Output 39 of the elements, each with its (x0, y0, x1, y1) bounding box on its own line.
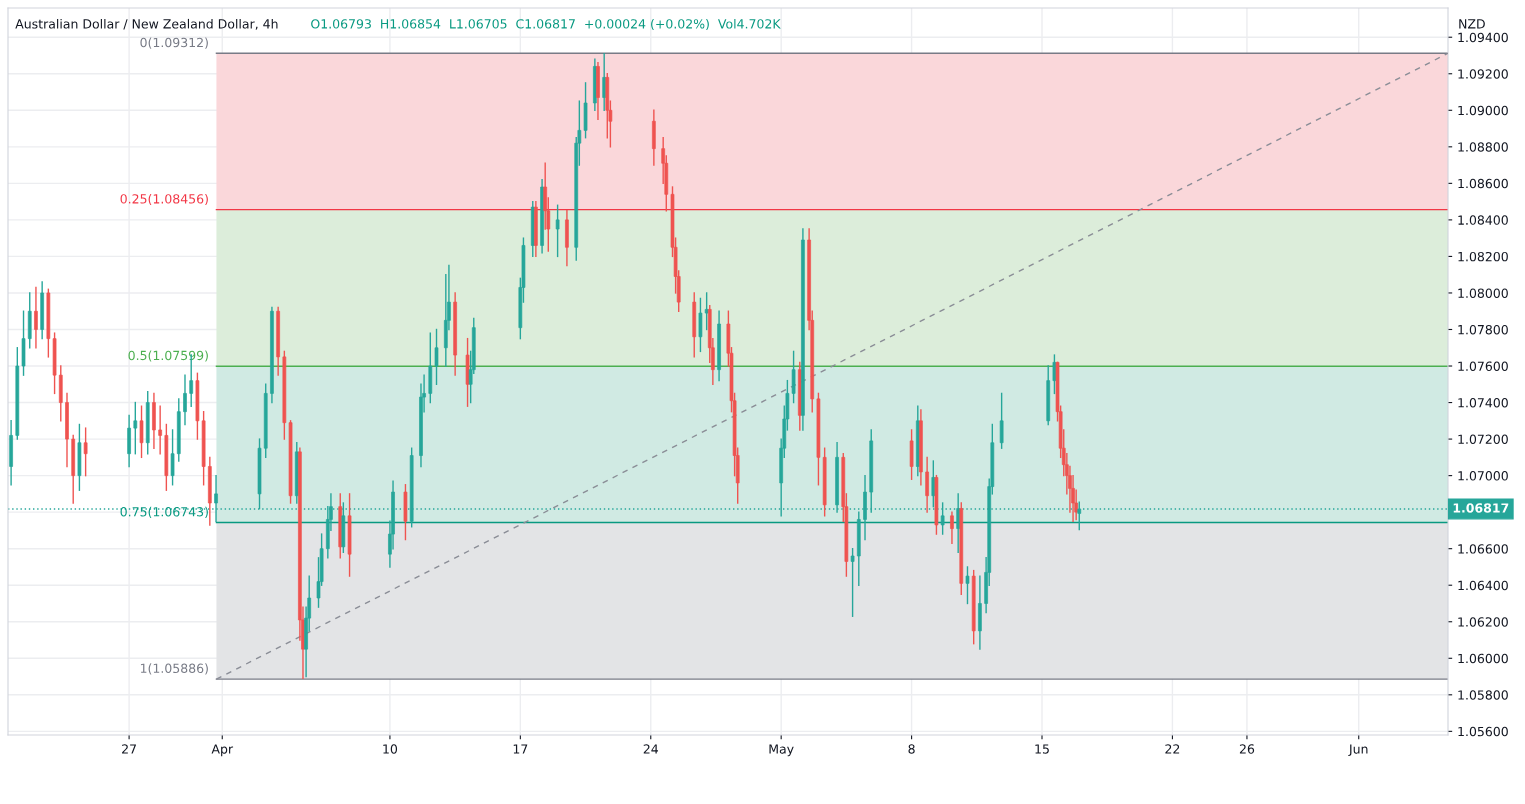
y-tick-label: 1.07800 (1458, 324, 1508, 335)
text: O1.06793 H1.06854 L1.06705 C1.06817 +0.00024 (+0.02%) Vol4.702K (311, 18, 781, 31)
x-tick-label: 24 (643, 744, 659, 754)
y-tick-label: 1.06600 (1458, 544, 1508, 554)
x-tick-label: Jun (1348, 744, 1368, 757)
y-tick-label: 1.06400 (1458, 580, 1508, 591)
y-tick-label: 1.06200 (1458, 617, 1508, 627)
x-tick-label: 15 (1035, 744, 1049, 754)
y-tick-label: 1.07000 (1458, 471, 1508, 481)
y-tick-label: 1.05600 (1458, 726, 1508, 737)
x-tick-label: May (769, 744, 794, 757)
x-tick-label: 26 (1239, 744, 1255, 754)
y-tick-label: 1.06000 (1458, 653, 1508, 664)
y-tick-label: 1.09000 (1458, 105, 1508, 116)
y-tick-label: 1.08600 (1458, 178, 1508, 189)
x-tick-label: 8 (908, 744, 915, 754)
y-tick-label: 1.08000 (1458, 288, 1508, 298)
y-tick-label: 1.07400 (1458, 398, 1508, 408)
y-tick-label: 1.07600 (1458, 361, 1508, 371)
text: Australian Dollar / New Zealand Dollar, 4h (15, 18, 278, 30)
y-tick-label: 1.08400 (1458, 215, 1508, 225)
x-tick-label: 10 (383, 744, 398, 754)
x-tick-label: 17 (513, 744, 528, 754)
ref-line-label: 0.25(1.08456) (120, 193, 208, 206)
y-tick-label: 1.09200 (1458, 69, 1508, 79)
x-tick-label: Apr (211, 744, 234, 757)
ref-line-label: 0.75(1.06743) (120, 506, 208, 518)
y-axis-title: NZD (1459, 19, 1485, 29)
y-tick-label: 1.08200 (1458, 251, 1508, 262)
ref-line-label: 1.06817 (1453, 503, 1509, 513)
x-tick-label: 22 (1165, 744, 1180, 754)
x-tick-label: 27 (122, 744, 136, 754)
ref-line-label: 0(1.09312) (140, 37, 208, 49)
y-tick-label: 1.07200 (1458, 434, 1508, 445)
ref-line-label: 1(1.05886) (140, 663, 208, 675)
ref-line-label: 0.5(1.07599) (128, 350, 208, 362)
y-tick-label: 1.09400 (1458, 32, 1508, 43)
y-tick-label: 1.08800 (1458, 142, 1508, 152)
y-tick-label: 1.05800 (1458, 690, 1508, 700)
